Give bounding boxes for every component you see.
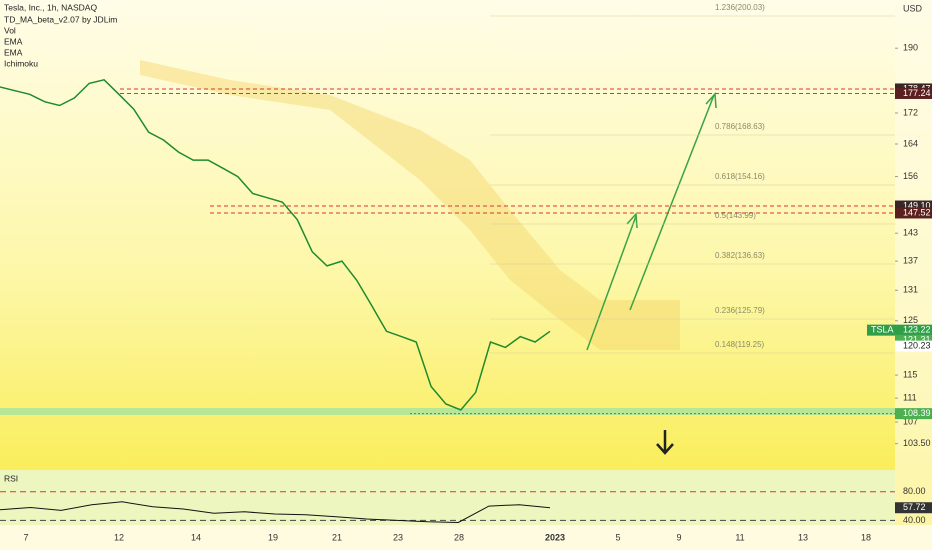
y-tick-label: 143: [903, 228, 918, 238]
y-tick-label: 164: [903, 138, 918, 148]
rsi-tick-label: 80.00: [903, 486, 926, 496]
arrow: [586, 215, 637, 351]
fib-label: 0.236(125.79): [715, 306, 765, 315]
price-tag: [895, 324, 932, 336]
fib-label: 0.786(168.63): [715, 122, 765, 131]
price-tag: [895, 334, 932, 346]
y-tick-label: 103.50: [903, 438, 931, 448]
x-tick-label: 7: [23, 532, 28, 542]
symbol-label: TSLA: [871, 325, 894, 335]
y-tick-label: 111: [903, 393, 917, 403]
price-tag-label: 120.23: [903, 341, 931, 351]
y-tick-label: 107: [903, 416, 918, 426]
y-tick-label: 115: [903, 369, 917, 379]
price-tag-label: 121.31: [903, 335, 931, 345]
legend-title: Tesla, Inc., 1h, NASDAQ: [4, 2, 97, 12]
x-tick-label: 21: [332, 532, 342, 542]
x-tick-label: 5: [615, 532, 620, 542]
price-tag: [895, 87, 932, 99]
rsi-line: [0, 501, 551, 524]
x-tick-label: 14: [191, 532, 201, 542]
legend-item: Ichimoku: [4, 58, 38, 68]
y-tick-label: 125: [903, 315, 918, 325]
fib-label: 0.618(154.16): [715, 172, 765, 181]
legend-item: EMA: [4, 36, 23, 46]
y-tick-label: 156: [903, 171, 918, 181]
x-tick-label: 2023: [545, 532, 565, 542]
symbol-tag: [867, 324, 895, 336]
x-tick-label: 11: [735, 532, 744, 542]
rsi-title: RSI: [4, 473, 18, 483]
x-tick-label: 28: [454, 532, 464, 542]
rsi-tag-label: 57.72: [903, 502, 926, 512]
rsi-tick-label: 40.00: [903, 515, 926, 525]
ichimoku-cloud: [140, 60, 680, 350]
legend-item: Vol: [4, 25, 16, 35]
x-tick-label: 13: [798, 532, 808, 542]
price-tag-label: 177.24: [903, 88, 931, 98]
rsi-tag: [895, 502, 932, 514]
arrow-head: [705, 92, 717, 109]
price-line: [0, 78, 551, 411]
y-tick-label: 172: [903, 107, 918, 117]
x-tick-label: 12: [114, 532, 124, 542]
price-tag-label: 123.22: [903, 325, 931, 335]
down-arrow: [656, 430, 674, 455]
date-axis: [0, 525, 932, 550]
fib-label: 0.5(143.99): [715, 211, 756, 220]
price-tag: [895, 207, 932, 219]
legend-item: TD_MA_beta_v2.07 by JDLim: [4, 14, 117, 24]
price-tag: [895, 408, 932, 420]
x-tick-label: 23: [393, 532, 403, 542]
y-tick-label: 131: [903, 285, 918, 295]
x-tick-label: 19: [268, 532, 278, 542]
y-tick-label: 190: [903, 43, 918, 53]
currency: USD: [903, 3, 923, 13]
fib-label: 0.148(119.25): [715, 340, 765, 349]
fib-label: 1.236(200.03): [715, 3, 765, 12]
price-tag-label: 108.39: [903, 408, 931, 418]
price-tag-label: 149.10: [903, 200, 931, 210]
x-tick-label: 18: [861, 532, 871, 542]
fib-label: 0.382(136.63): [715, 251, 765, 260]
price-tag: [895, 200, 932, 212]
x-tick-label: 9: [676, 532, 681, 542]
rsi-pane: [0, 470, 895, 525]
support-band: [0, 408, 895, 415]
y-tick-label: 137: [903, 255, 918, 265]
price-tag-label: 147.52: [903, 207, 931, 217]
price-tag: [895, 340, 932, 352]
arrow-head: [626, 212, 638, 229]
legend-item: EMA: [4, 47, 23, 57]
arrow: [629, 94, 715, 311]
